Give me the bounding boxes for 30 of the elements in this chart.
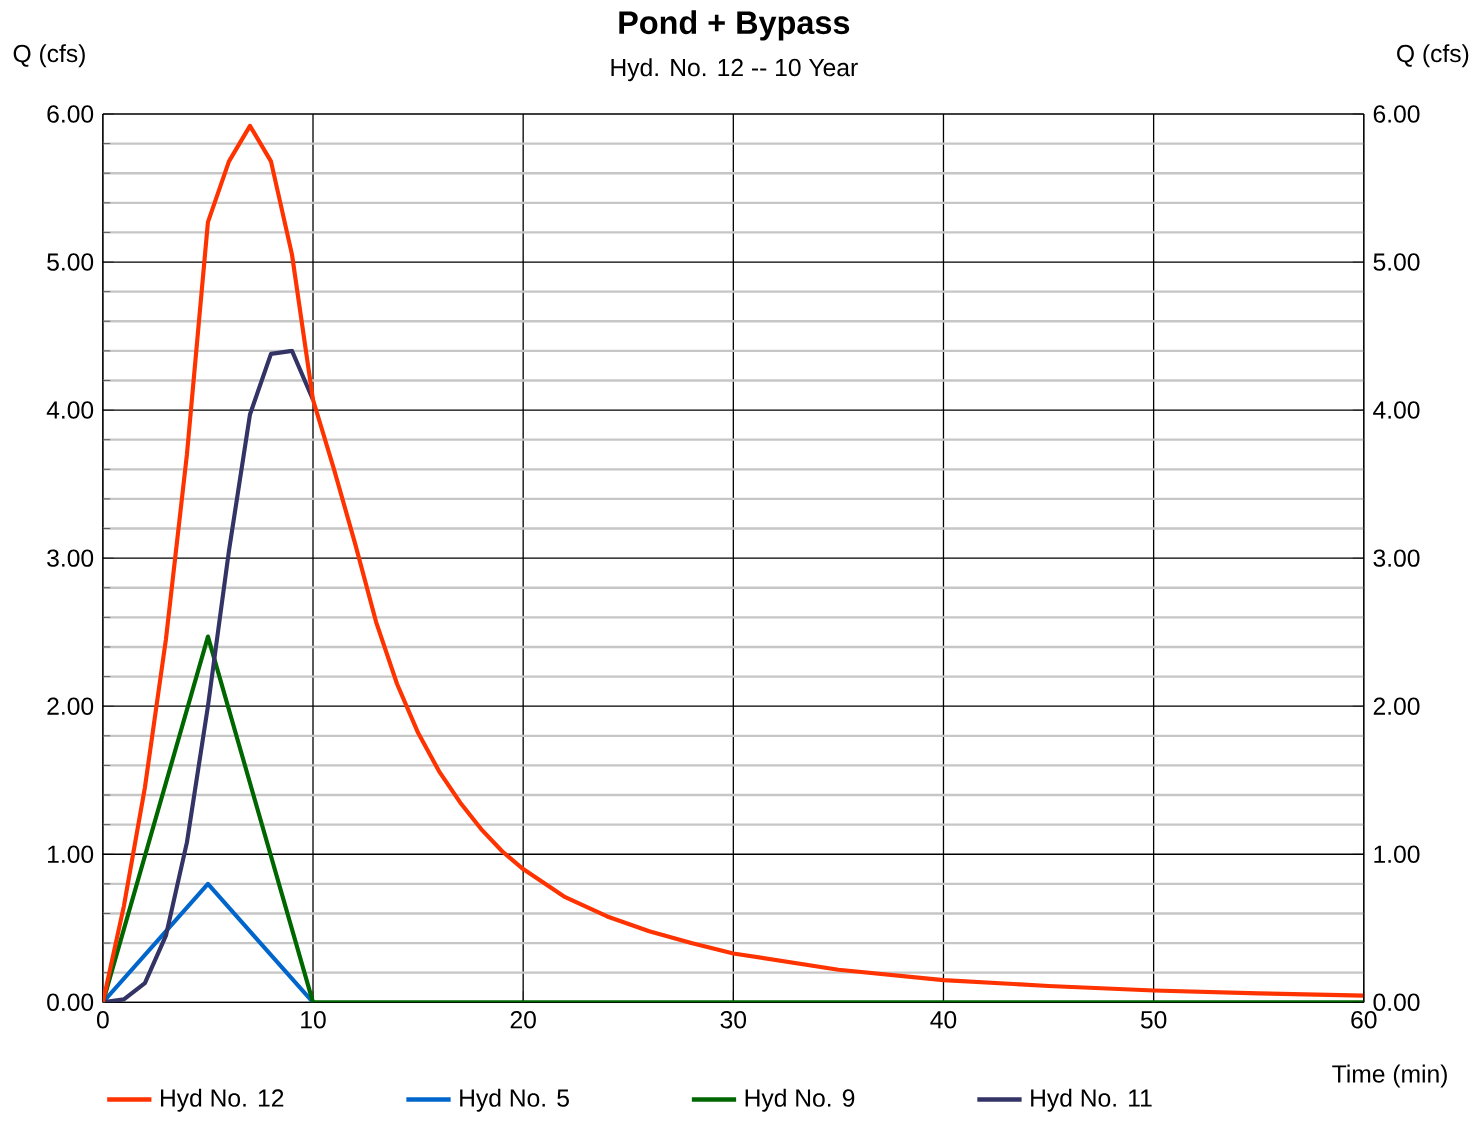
- y2-axis-title: Q (cfs): [1397, 44, 1469, 68]
- y-tick-label: 4.00: [46, 401, 94, 419]
- y-tick-label: 6.00: [47, 105, 94, 123]
- y-axis-title: Q (cfs): [13, 44, 85, 68]
- x-axis-title: Time (min): [1332, 1064, 1447, 1088]
- y-tick-label: 3.00: [47, 549, 94, 568]
- x-tick-label: 60: [1351, 1011, 1377, 1029]
- chart-subtitle: Hyd. No. 12 -- 10 Year: [611, 58, 858, 82]
- y2-tick-label: 5.00: [1373, 253, 1420, 271]
- x-tick-label: 50: [1140, 1011, 1167, 1029]
- y-tick-label: 0.00: [47, 993, 94, 1012]
- legend-label: Hyd No. 11: [1031, 1088, 1152, 1112]
- y-tick-label: 2.00: [47, 697, 94, 716]
- legend-label: Hyd No. 9: [745, 1088, 855, 1112]
- x-tick-label: 0: [96, 1011, 109, 1029]
- y-tick-label: 1.00: [48, 845, 94, 864]
- y2-tick-label: 0.00: [1373, 993, 1420, 1012]
- legend-label: Hyd No. 12: [161, 1088, 284, 1112]
- y2-tick-label: 4.00: [1373, 401, 1420, 419]
- y-tick-label: 5.00: [47, 253, 94, 271]
- y2-tick-label: 2.00: [1373, 697, 1420, 716]
- x-tick-label: 40: [930, 1011, 957, 1029]
- chart-title: Pond + Bypass: [619, 10, 850, 41]
- x-tick-label: 30: [720, 1011, 747, 1029]
- x-tick-label: 10: [301, 1011, 326, 1029]
- x-tick-label: 20: [510, 1011, 536, 1029]
- legend-label: Hyd No. 5: [460, 1088, 569, 1112]
- y2-tick-label: 1.00: [1374, 845, 1420, 864]
- y2-tick-label: 3.00: [1373, 549, 1420, 568]
- y2-tick-label: 6.00: [1373, 105, 1420, 123]
